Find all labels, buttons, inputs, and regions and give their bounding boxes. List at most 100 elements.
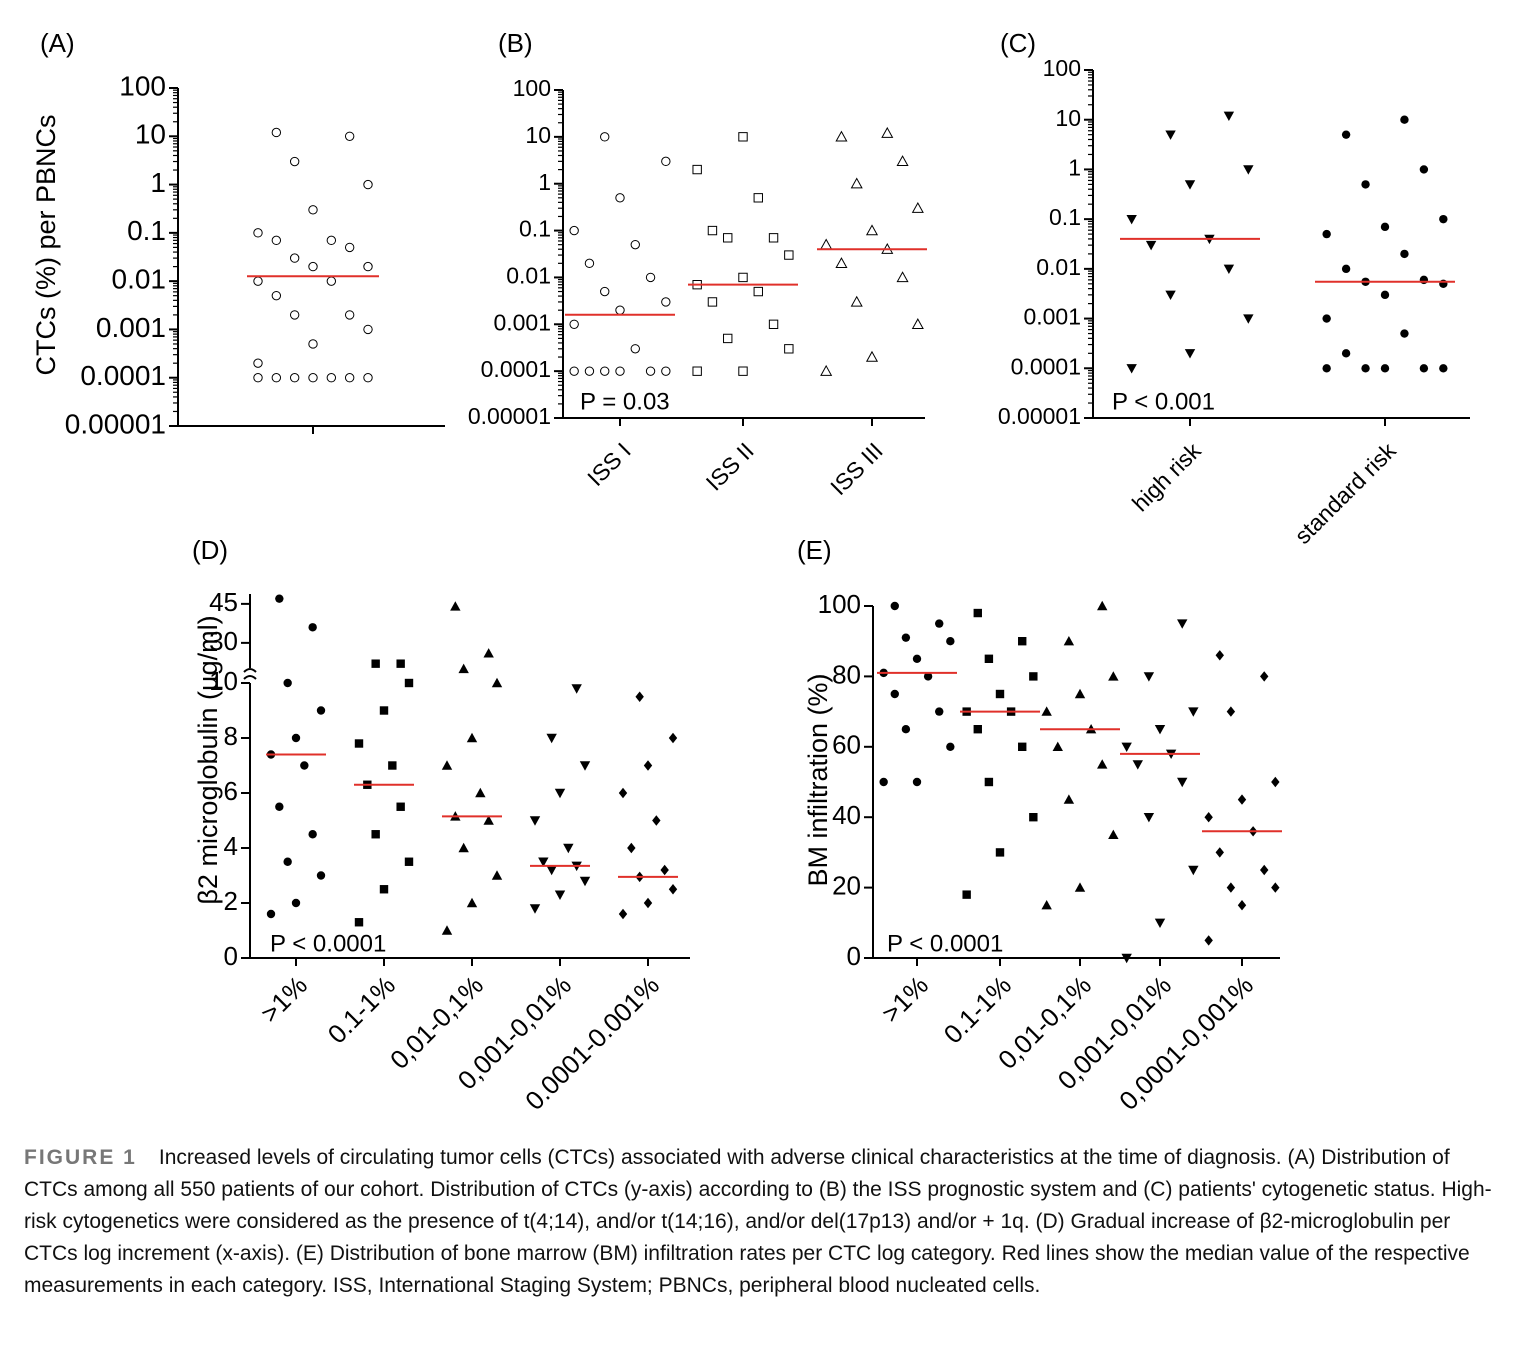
data-point — [1041, 706, 1052, 716]
data-point — [529, 904, 541, 914]
y-tick-label: 10 — [209, 666, 238, 696]
data-point — [973, 608, 982, 618]
y-tick-label: 0.0001 — [80, 360, 166, 391]
data-point — [1322, 314, 1331, 323]
y-tick-label: 0.0001 — [1011, 353, 1081, 379]
y-tick-label: 1 — [150, 167, 166, 198]
data-point — [371, 830, 380, 839]
data-point — [1260, 671, 1269, 682]
y-tick-label: 0.1 — [127, 215, 166, 246]
data-point — [1143, 813, 1155, 823]
data-point — [1063, 636, 1075, 646]
data-point — [546, 865, 557, 876]
data-point — [1361, 364, 1370, 373]
data-point — [896, 271, 909, 283]
data-point — [308, 830, 317, 839]
data-point — [723, 333, 733, 344]
data-point — [1419, 275, 1429, 285]
data-point — [1154, 918, 1166, 928]
data-point — [1108, 829, 1119, 839]
data-point — [271, 127, 282, 138]
y-tick-label: 0.1 — [519, 216, 551, 242]
panel-label: (D) — [192, 535, 228, 565]
data-point — [1177, 777, 1188, 788]
data-point — [1029, 672, 1038, 681]
data-point — [707, 297, 718, 307]
data-point — [723, 233, 733, 243]
data-point — [784, 344, 794, 354]
data-point — [579, 876, 591, 887]
data-point — [1029, 813, 1038, 822]
data-point — [1052, 741, 1063, 751]
data-point — [865, 224, 879, 236]
data-point — [1204, 935, 1213, 946]
y-tick-label: 40 — [832, 800, 861, 830]
y-tick-label: 1 — [1068, 155, 1081, 181]
panel-label: (E) — [797, 535, 832, 565]
data-point — [266, 909, 276, 919]
data-point — [1226, 882, 1236, 893]
panel-label: (B) — [498, 28, 533, 58]
data-point — [1223, 264, 1235, 275]
data-point — [645, 272, 656, 283]
data-point — [1400, 115, 1409, 124]
data-point — [643, 760, 653, 771]
data-point — [404, 678, 414, 688]
data-point — [661, 156, 671, 167]
data-point — [275, 594, 284, 603]
data-point — [1165, 290, 1176, 301]
data-point — [946, 637, 955, 646]
data-point — [600, 286, 610, 297]
data-point — [890, 689, 899, 699]
y-tick-label: 10 — [525, 122, 551, 148]
data-point — [912, 777, 922, 787]
data-point — [962, 890, 971, 899]
data-point — [881, 126, 894, 138]
data-point — [911, 318, 924, 329]
data-point — [1361, 180, 1370, 189]
data-point — [660, 864, 669, 876]
data-point — [923, 672, 933, 681]
data-point — [768, 233, 779, 243]
y-tick-label: 100 — [119, 70, 166, 101]
data-point — [291, 898, 301, 908]
data-point — [1097, 759, 1108, 769]
data-point — [379, 706, 389, 715]
data-point — [1341, 349, 1351, 358]
data-point — [271, 290, 282, 301]
data-point — [344, 242, 355, 253]
data-point — [1380, 290, 1390, 300]
data-point — [1223, 111, 1235, 121]
data-point — [890, 601, 899, 611]
data-point — [326, 276, 337, 286]
data-point — [450, 601, 461, 611]
data-point — [529, 816, 541, 826]
y-tick-label: 0.0001 — [481, 356, 551, 382]
data-point — [396, 802, 405, 811]
data-point — [1108, 671, 1119, 681]
data-point — [1063, 794, 1075, 804]
data-point — [911, 201, 924, 213]
data-point — [354, 918, 364, 927]
data-point — [289, 253, 300, 263]
data-point — [563, 843, 574, 854]
data-point — [984, 777, 994, 787]
data-point — [1143, 672, 1155, 682]
data-point — [569, 319, 579, 329]
p-value: P = 0.03 — [580, 388, 670, 415]
data-point — [1145, 240, 1157, 251]
data-point — [1271, 776, 1280, 788]
data-point — [1226, 706, 1236, 717]
data-point — [546, 733, 557, 744]
data-point — [458, 842, 469, 853]
data-point — [1322, 364, 1331, 373]
y-tick-label: 0.00001 — [65, 408, 166, 439]
data-point — [1074, 882, 1086, 892]
data-point — [283, 678, 292, 688]
data-point — [820, 238, 833, 250]
data-point — [363, 373, 373, 383]
y-tick-label: 0.001 — [96, 312, 166, 343]
y-tick-label: 0.01 — [112, 264, 167, 295]
y-tick-label: 8 — [224, 721, 238, 751]
